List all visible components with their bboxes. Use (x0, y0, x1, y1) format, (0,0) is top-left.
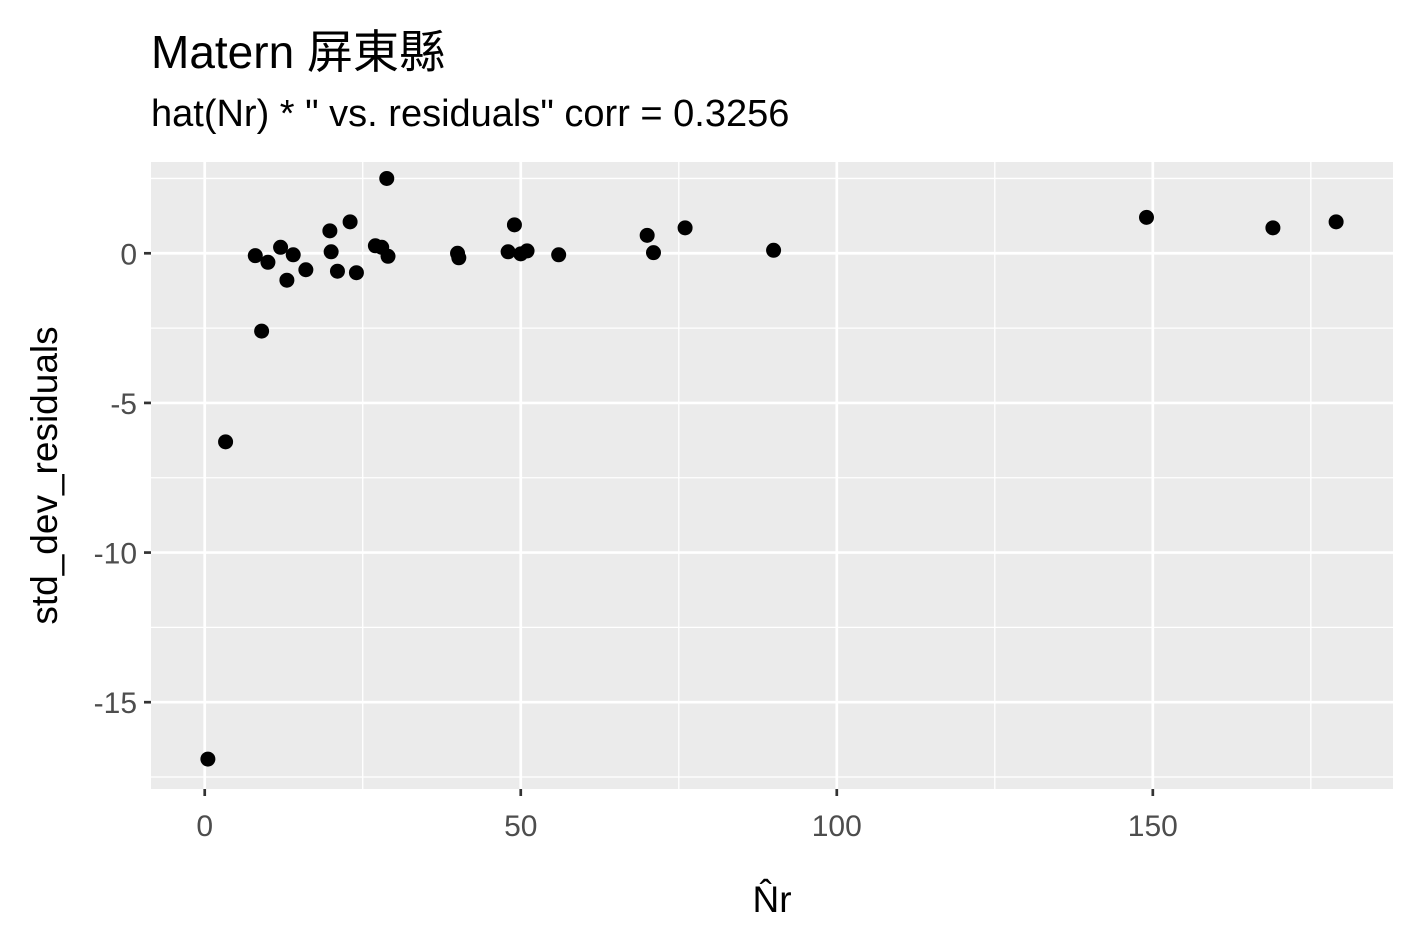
data-point (551, 247, 567, 263)
data-point (279, 272, 295, 288)
x-tick-label: 100 (812, 810, 862, 843)
data-point (766, 242, 782, 258)
data-point (380, 248, 396, 264)
data-point (285, 247, 301, 263)
data-point (677, 220, 693, 236)
major-gridlines (151, 162, 1393, 789)
data-point (247, 248, 263, 264)
y-tick-label: -10 (94, 538, 137, 571)
data-point (200, 751, 216, 767)
y-axis-title: std_dev_residuals (24, 326, 65, 624)
data-point (379, 170, 395, 186)
data-point (298, 262, 314, 278)
data-point (519, 243, 535, 259)
data-point (329, 263, 345, 279)
chart-subtitle: hat(Nr) * " vs. residuals" corr = 0.3256 (151, 93, 790, 135)
x-axis: 0 50 100 150 (196, 789, 1178, 843)
data-point (506, 217, 522, 233)
data-point (254, 323, 270, 339)
data-point (1265, 220, 1281, 236)
x-tick-label: 150 (1128, 810, 1178, 843)
data-points (200, 170, 1344, 767)
data-point (322, 223, 338, 239)
data-point (342, 214, 358, 230)
data-point (451, 250, 467, 266)
data-point (500, 244, 516, 260)
y-tick-label: -15 (94, 687, 137, 720)
y-axis: 0 -5 -10 -15 (94, 238, 151, 720)
data-point (348, 265, 364, 281)
x-tick-label: 50 (504, 810, 537, 843)
y-tick-label: -5 (110, 388, 137, 421)
y-tick-label: 0 (120, 238, 137, 271)
data-point (323, 244, 339, 260)
data-point (260, 254, 276, 270)
chart-title: Matern 屏東縣 (151, 26, 445, 78)
data-point (1328, 214, 1344, 230)
data-point (645, 245, 661, 261)
data-point (1138, 209, 1154, 225)
minor-gridlines (151, 162, 1393, 789)
data-point (273, 239, 289, 255)
x-axis-title: N̂r (752, 878, 791, 920)
data-point (218, 434, 234, 450)
x-tick-label: 0 (196, 810, 213, 843)
data-point (639, 227, 655, 243)
